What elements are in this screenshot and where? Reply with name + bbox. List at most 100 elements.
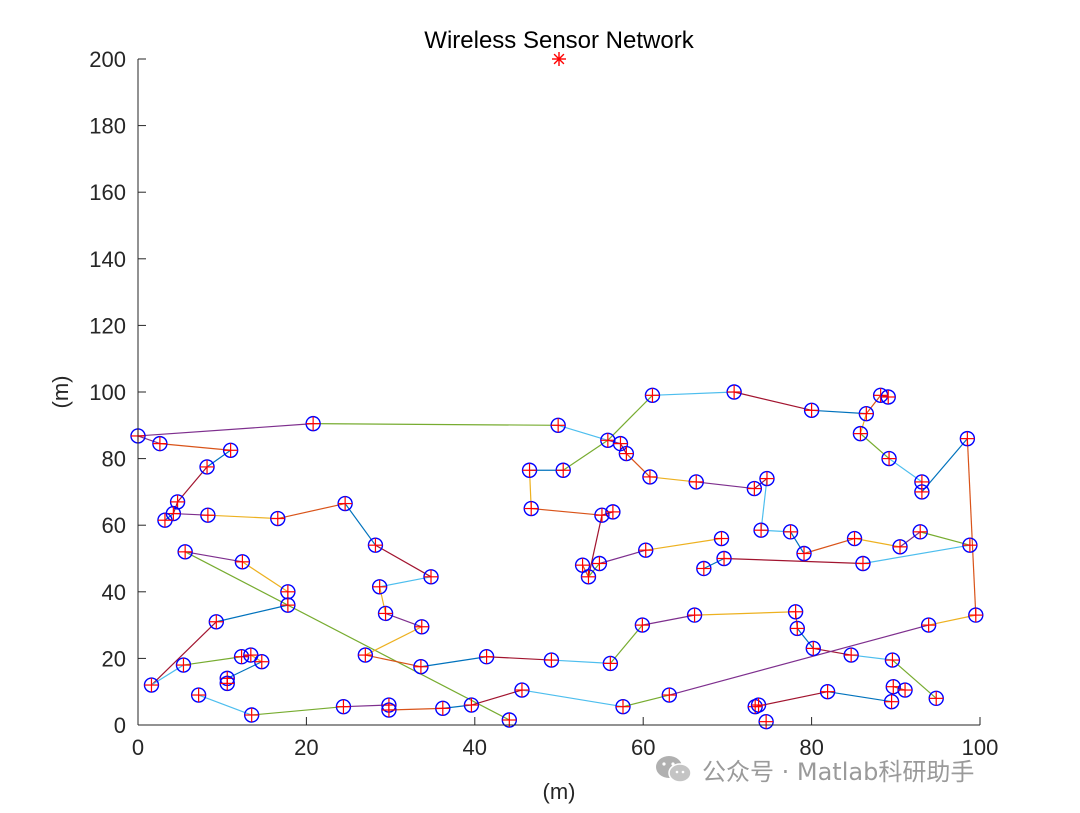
link-line: [619, 443, 627, 454]
sensor-node: [175, 657, 192, 673]
sensor-node: [661, 687, 678, 703]
watermark: 公众号 · Matlab科研助手: [654, 752, 974, 787]
chart-title: Wireless Sensor Network: [424, 27, 694, 54]
sensor-node: [713, 530, 730, 547]
sensor-node: [716, 550, 732, 567]
link-line: [207, 514, 278, 520]
link-line: [888, 458, 923, 483]
sensor-node: [920, 617, 937, 633]
sensor-node: [357, 647, 374, 663]
link-line: [551, 659, 611, 664]
sensor-node: [805, 640, 821, 657]
sensor-node: [305, 415, 321, 432]
sensor-node: [688, 474, 704, 490]
sensor-node: [270, 510, 286, 527]
link-line: [137, 423, 314, 437]
sensor-node: [750, 697, 767, 713]
sensor-node: [634, 617, 651, 633]
link-line: [388, 707, 443, 711]
link-line: [183, 656, 242, 666]
sensor-node: [222, 442, 239, 458]
sensor-node: [143, 677, 160, 693]
link-line: [928, 614, 976, 626]
link-line: [313, 423, 559, 426]
sensor-node: [335, 698, 352, 715]
link-line: [562, 439, 609, 471]
node-layer: [130, 384, 984, 730]
y-tick-label: 140: [89, 247, 126, 272]
sensor-node: [858, 405, 875, 422]
sensor-node: [686, 607, 703, 623]
link-line: [159, 443, 231, 451]
x-axis-title: (m): [543, 779, 576, 804]
sensor-node: [696, 560, 712, 577]
link-line: [790, 531, 805, 554]
sensor-node: [968, 607, 984, 623]
y-tick-label: 80: [102, 447, 126, 472]
link-line: [588, 563, 600, 578]
sensor-node: [280, 584, 296, 600]
sensor-node: [423, 569, 439, 585]
sensor-node: [612, 435, 629, 452]
sensor-node: [796, 545, 812, 562]
sensor-node: [852, 425, 869, 442]
sensor-node: [962, 537, 978, 553]
sensor-node: [642, 469, 658, 485]
link-line: [753, 478, 768, 490]
link-line: [198, 694, 252, 716]
x-tick-label: 20: [294, 735, 318, 760]
sensor-node: [169, 494, 186, 510]
link-line: [966, 438, 977, 616]
sensor-node: [753, 522, 769, 538]
sensor-node: [883, 693, 900, 710]
link-line: [587, 515, 603, 577]
sensor-node: [280, 597, 296, 613]
link-line: [379, 576, 432, 588]
sensor-node: [550, 417, 566, 433]
link-line: [920, 531, 971, 546]
link-line: [365, 654, 422, 668]
link-line: [216, 604, 289, 623]
sensor-node: [746, 480, 763, 497]
link-line: [137, 435, 161, 445]
wechat-icon: [656, 755, 692, 783]
y-tick-label: 180: [89, 114, 126, 139]
link-line: [811, 409, 867, 415]
link-line: [607, 394, 653, 441]
sensor-node: [959, 430, 976, 447]
sensor-node: [377, 605, 394, 622]
sensor-node: [881, 450, 897, 467]
sensor-node: [233, 649, 250, 665]
sensor-node: [726, 384, 742, 400]
link-line: [899, 531, 921, 548]
sensor-node: [234, 554, 251, 570]
sensor-node: [897, 682, 913, 698]
link-line: [206, 449, 231, 468]
link-line: [859, 413, 867, 434]
link-line: [625, 453, 651, 478]
sensor-node: [243, 647, 259, 663]
link-line: [344, 503, 376, 546]
link-line: [557, 424, 609, 441]
link-line: [649, 476, 697, 483]
link-line: [703, 557, 725, 570]
link-line: [251, 706, 344, 716]
link-line: [531, 507, 602, 516]
y-tick-label: 20: [102, 646, 126, 671]
sensor-node: [914, 484, 930, 500]
sensor-node: [782, 524, 799, 540]
link-line: [622, 694, 670, 708]
sensor-node: [254, 654, 270, 670]
sensor-node: [177, 544, 193, 560]
y-tick-label: 120: [89, 313, 126, 338]
sensor-node: [747, 698, 763, 715]
sensor-node: [543, 652, 560, 668]
sensor-node: [644, 387, 661, 404]
link-line: [892, 659, 937, 699]
sensor-node: [638, 542, 654, 558]
link-line: [860, 433, 890, 460]
link-line: [599, 549, 646, 565]
sensor-node: [884, 652, 901, 668]
link-line: [724, 557, 863, 565]
sensor-node: [157, 512, 173, 528]
